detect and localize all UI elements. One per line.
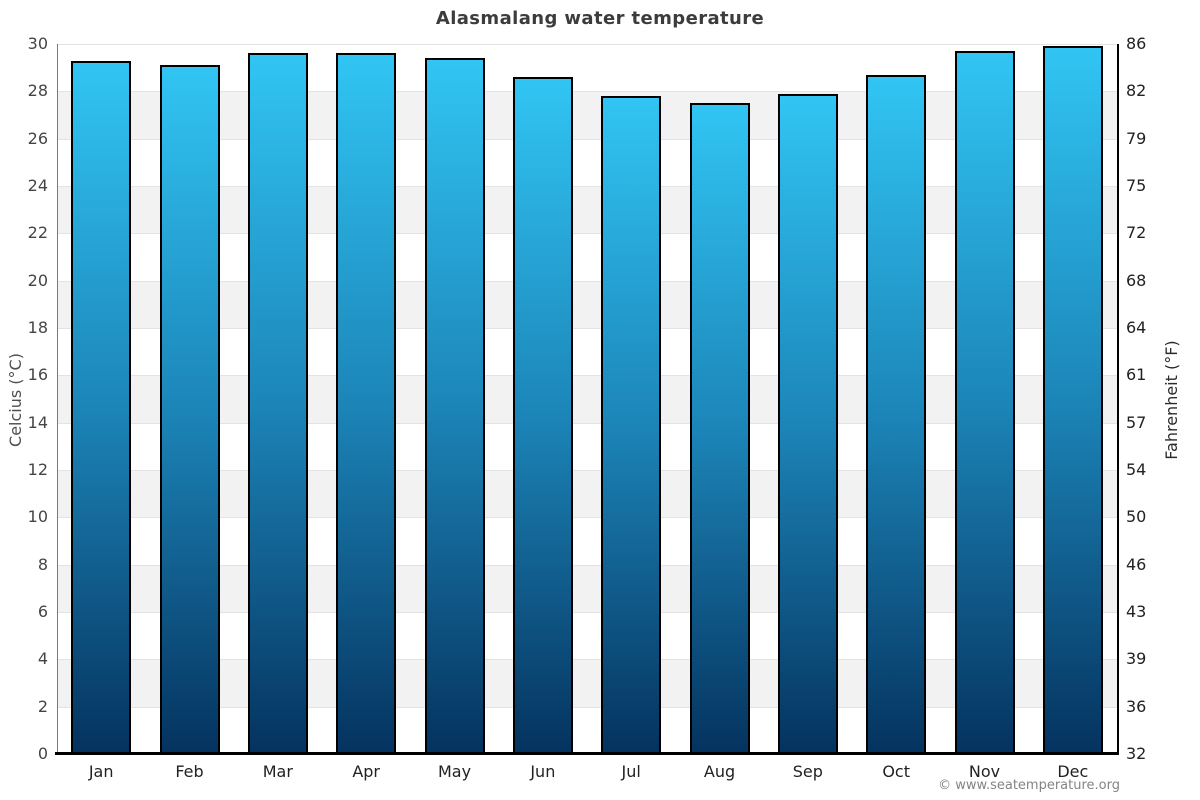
y-tick-fahrenheit: 68 <box>1126 270 1147 290</box>
plot-band <box>57 91 1117 139</box>
plot-band <box>57 659 1117 707</box>
y-axis-title-celsius: Celcius (°C) <box>6 353 25 447</box>
y-tick-celsius: 8 <box>37 554 48 574</box>
x-tick-sep: Sep <box>792 762 823 781</box>
plot-band <box>57 470 1117 518</box>
y-axis-title-fahrenheit: Fahrenheit (°F) <box>1162 340 1181 460</box>
x-tick-mar: Mar <box>262 762 293 781</box>
bar-sep <box>777 93 838 754</box>
y-tick-fahrenheit: 36 <box>1126 696 1147 716</box>
y-tick-celsius: 30 <box>27 34 48 53</box>
y-tick-celsius: 0 <box>37 744 48 763</box>
x-axis-line <box>55 752 1119 755</box>
y-tick-celsius: 20 <box>27 270 48 290</box>
y-tick-celsius: 18 <box>27 318 48 337</box>
x-tick-jan: Jan <box>88 762 114 781</box>
plot-band <box>57 375 1117 423</box>
bar-jan <box>71 60 132 754</box>
plot-band <box>57 138 1117 186</box>
y-tick-fahrenheit: 82 <box>1126 81 1147 101</box>
plot-band <box>57 233 1117 281</box>
plot-band <box>57 564 1117 612</box>
footer-credit-link[interactable]: © www.seatemperature.org <box>938 778 1120 793</box>
x-tick-may: May <box>437 762 472 781</box>
x-tick-jun: Jun <box>530 762 556 781</box>
y-tick-fahrenheit: 86 <box>1126 34 1147 53</box>
x-tick-nov: Nov <box>968 762 1001 781</box>
bar-may <box>424 58 485 754</box>
bar-oct <box>866 74 927 754</box>
y-tick-celsius: 4 <box>37 649 48 669</box>
y-tick-celsius: 28 <box>27 81 48 101</box>
plot-band <box>57 422 1117 470</box>
y-axis-line-left <box>57 44 58 754</box>
bar-nov <box>954 51 1015 754</box>
y-tick-celsius: 22 <box>27 223 48 243</box>
y-tick-fahrenheit: 75 <box>1126 176 1147 195</box>
x-tick-oct: Oct <box>882 762 910 781</box>
bar-mar <box>247 53 308 754</box>
plot-band <box>57 186 1117 234</box>
y-tick-celsius: 2 <box>37 696 48 716</box>
plot-area <box>57 44 1117 754</box>
plot-band <box>57 517 1117 565</box>
plot-band <box>57 328 1117 376</box>
plot-band <box>57 44 1117 92</box>
y-tick-fahrenheit: 61 <box>1126 365 1147 385</box>
y-tick-fahrenheit: 46 <box>1126 554 1147 574</box>
bar-apr <box>336 53 397 754</box>
y-tick-fahrenheit: 43 <box>1126 602 1147 621</box>
y-tick-celsius: 12 <box>27 460 48 479</box>
y-tick-celsius: 24 <box>27 176 48 195</box>
y-tick-celsius: 26 <box>27 128 48 148</box>
y-tick-fahrenheit: 79 <box>1126 128 1147 148</box>
y-tick-celsius: 16 <box>27 365 48 385</box>
x-tick-dec: Dec <box>1057 762 1089 781</box>
y-tick-fahrenheit: 50 <box>1126 507 1147 527</box>
x-tick-jul: Jul <box>621 762 641 781</box>
bar-aug <box>689 103 750 754</box>
bar-jul <box>601 96 662 754</box>
y-tick-fahrenheit: 64 <box>1126 318 1147 337</box>
y-tick-celsius: 14 <box>27 412 48 432</box>
chart-title: Alasmalang water temperature <box>435 8 765 29</box>
y-axis-line-right <box>1117 44 1119 754</box>
x-tick-feb: Feb <box>175 762 204 781</box>
bar-dec <box>1042 46 1103 754</box>
y-tick-fahrenheit: 39 <box>1126 649 1147 669</box>
bar-jun <box>512 77 573 754</box>
y-tick-fahrenheit: 57 <box>1126 412 1147 432</box>
y-tick-fahrenheit: 32 <box>1126 744 1147 763</box>
x-tick-aug: Aug <box>703 762 736 781</box>
bar-feb <box>159 65 220 754</box>
y-tick-fahrenheit: 72 <box>1126 223 1147 243</box>
y-tick-celsius: 6 <box>37 602 48 621</box>
y-tick-celsius: 10 <box>27 507 48 527</box>
y-tick-fahrenheit: 54 <box>1126 460 1147 479</box>
x-tick-apr: Apr <box>352 762 380 781</box>
plot-band <box>57 706 1117 754</box>
plot-band <box>57 612 1117 660</box>
plot-band <box>57 280 1117 328</box>
